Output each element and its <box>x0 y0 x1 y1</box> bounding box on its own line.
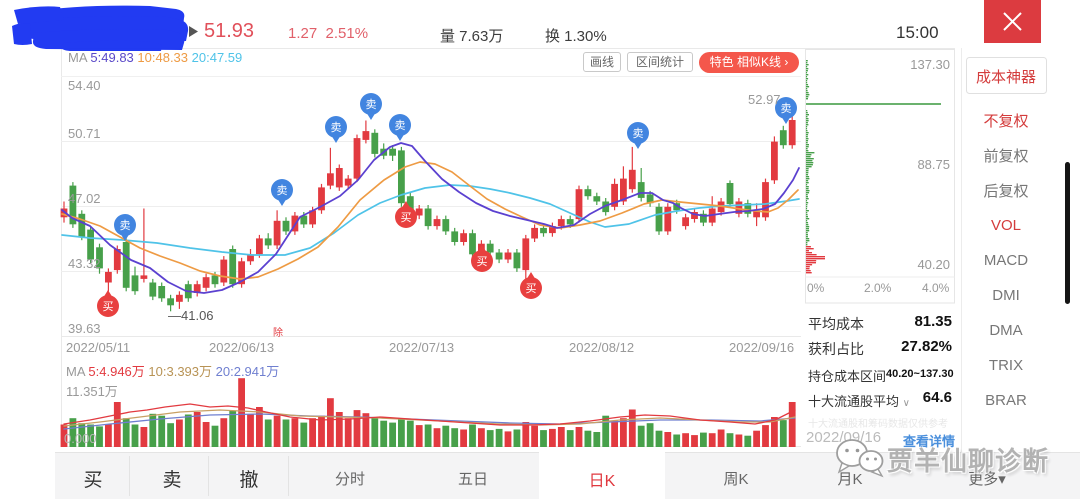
svg-text:卖: 卖 <box>277 184 288 197</box>
svg-text:卖: 卖 <box>366 98 377 111</box>
svg-text:卖: 卖 <box>781 102 792 115</box>
svg-text:买: 买 <box>526 282 537 295</box>
svg-text:买: 买 <box>401 211 412 224</box>
svg-text:卖: 卖 <box>331 121 342 134</box>
svg-text:买: 买 <box>477 255 488 268</box>
svg-text:买: 买 <box>103 300 114 313</box>
svg-text:卖: 卖 <box>633 127 644 140</box>
svg-text:卖: 卖 <box>395 119 406 132</box>
svg-text:卖: 卖 <box>120 219 131 232</box>
